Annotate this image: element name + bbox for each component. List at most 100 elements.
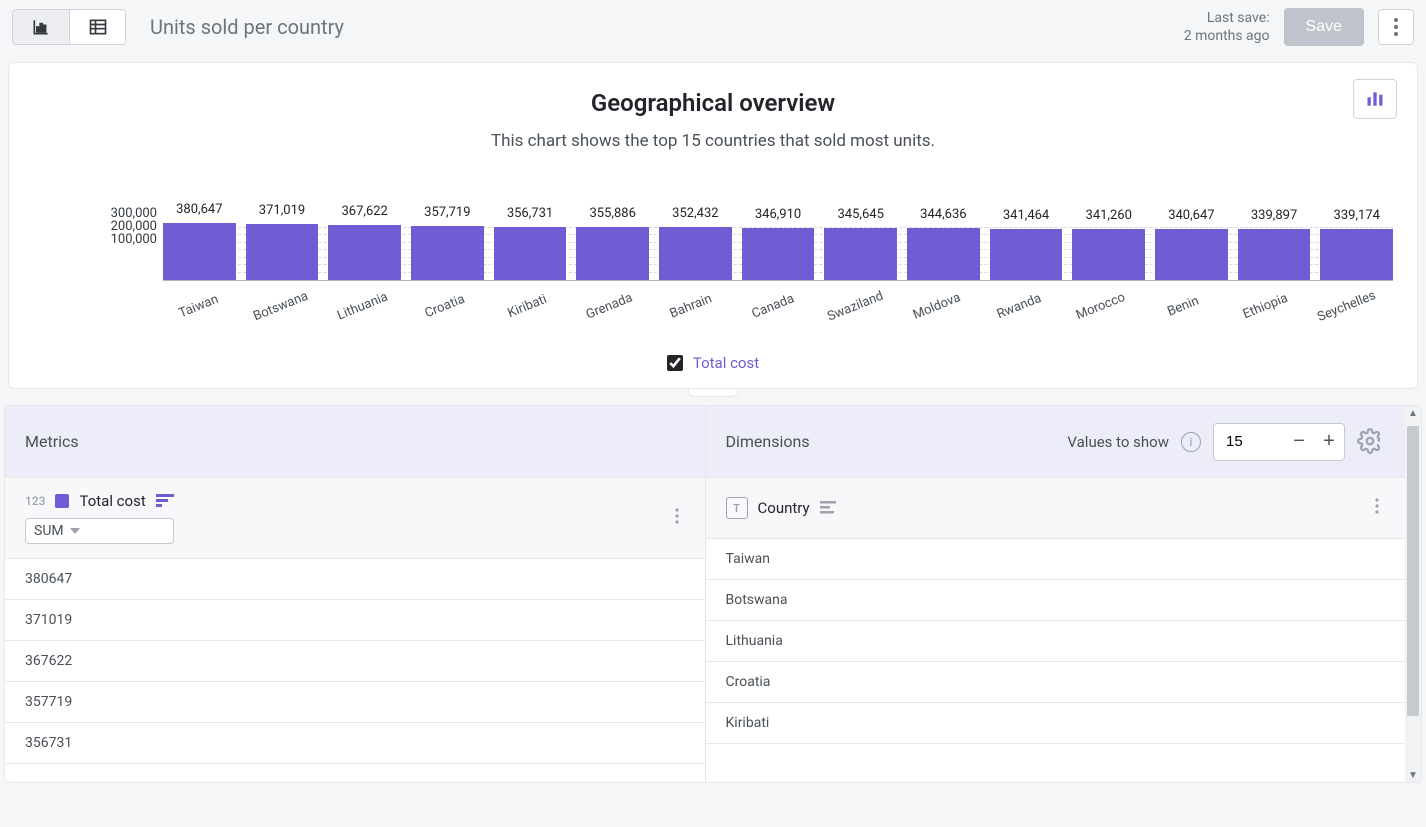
chevron-down-icon bbox=[70, 528, 80, 534]
legend-checkbox[interactable] bbox=[667, 355, 683, 371]
bar-value-label: 345,645 bbox=[838, 207, 884, 222]
last-save-label: Last save: bbox=[1184, 9, 1270, 27]
bar-value-label: 340,647 bbox=[1168, 208, 1214, 223]
bar[interactable]: 346,910 bbox=[742, 207, 815, 280]
config-panel: Metrics 123 Total cost SUM 3806473710193… bbox=[4, 405, 1422, 783]
bar-rect bbox=[824, 228, 897, 280]
bar[interactable]: 344,636 bbox=[907, 207, 980, 280]
metric-more-button[interactable] bbox=[669, 502, 685, 534]
bar-value-label: 356,731 bbox=[507, 206, 553, 221]
more-vertical-icon bbox=[675, 508, 679, 524]
bar-chart-icon bbox=[1364, 89, 1386, 109]
bar[interactable]: 341,464 bbox=[990, 208, 1063, 280]
bar-value-label: 367,622 bbox=[341, 204, 387, 219]
table-row[interactable]: 371019 bbox=[5, 600, 705, 641]
bar[interactable]: 341,260 bbox=[1072, 208, 1145, 280]
panel-resize-handle[interactable] bbox=[688, 389, 738, 397]
bar-rect bbox=[411, 226, 484, 280]
scroll-thumb[interactable] bbox=[1407, 426, 1419, 716]
bar[interactable]: 367,622 bbox=[328, 204, 401, 280]
chart-legend: Total cost bbox=[33, 354, 1393, 372]
bar[interactable]: 356,731 bbox=[494, 206, 567, 281]
x-axis-label: Ethiopia bbox=[1240, 291, 1289, 322]
table-row[interactable]: 357719 bbox=[5, 682, 705, 723]
x-axis-label: Rwanda bbox=[995, 291, 1044, 322]
bar[interactable]: 339,897 bbox=[1238, 208, 1311, 280]
table-row[interactable]: Botswana bbox=[706, 580, 1406, 621]
table-row[interactable]: 380647 bbox=[5, 559, 705, 600]
bar[interactable]: 380,647 bbox=[163, 202, 236, 280]
values-to-show-label: Values to show bbox=[1067, 433, 1169, 451]
metrics-header: Metrics bbox=[5, 406, 705, 478]
bar[interactable]: 357,719 bbox=[411, 205, 484, 280]
sort-desc-icon[interactable] bbox=[156, 494, 174, 508]
last-save-info: Last save: 2 months ago bbox=[1184, 9, 1270, 45]
bar-value-label: 341,464 bbox=[1003, 208, 1049, 223]
x-axis-label: Morocco bbox=[1074, 290, 1127, 323]
table-view-toggle[interactable] bbox=[69, 10, 125, 44]
aggregation-select[interactable]: SUM bbox=[25, 518, 174, 544]
dimensions-header: Dimensions Values to show i − + bbox=[706, 406, 1406, 478]
dimensions-header-title: Dimensions bbox=[726, 432, 810, 451]
table-row[interactable]: 367622 bbox=[5, 641, 705, 682]
info-icon[interactable]: i bbox=[1181, 432, 1201, 452]
bar-rect bbox=[742, 228, 815, 280]
gear-icon bbox=[1357, 428, 1383, 454]
chart-type-button[interactable] bbox=[1353, 79, 1397, 119]
more-vertical-icon bbox=[1394, 18, 1398, 36]
dimension-field-name: Country bbox=[758, 499, 810, 517]
scrollbar[interactable]: ▲ ▼ bbox=[1405, 406, 1421, 782]
x-axis-label: Grenada bbox=[584, 290, 635, 322]
table-row[interactable]: Croatia bbox=[706, 662, 1406, 703]
x-axis-label: Seychelles bbox=[1316, 288, 1379, 325]
stepper-increment[interactable]: + bbox=[1314, 424, 1344, 460]
dimension-data-rows: TaiwanBotswanaLithuaniaCroatiaKiribati bbox=[706, 539, 1406, 782]
top-header: Units sold per country Last save: 2 mont… bbox=[0, 0, 1426, 54]
y-axis: 300,000 200,000 100,000 bbox=[33, 171, 163, 281]
scroll-down-arrow[interactable]: ▼ bbox=[1405, 768, 1421, 782]
chart-view-toggle[interactable] bbox=[13, 10, 69, 44]
bar[interactable]: 345,645 bbox=[824, 207, 897, 280]
bar[interactable]: 340,647 bbox=[1155, 208, 1228, 280]
bar-rect bbox=[1238, 229, 1311, 280]
x-axis-label: Moldova bbox=[911, 290, 963, 323]
bar-value-label: 346,910 bbox=[755, 207, 801, 222]
table-row[interactable]: Lithuania bbox=[706, 621, 1406, 662]
metric-data-rows: 380647371019367622357719356731 bbox=[5, 559, 705, 782]
values-input[interactable] bbox=[1214, 433, 1284, 450]
settings-button[interactable] bbox=[1357, 428, 1385, 456]
bar[interactable]: 352,432 bbox=[659, 206, 732, 280]
bar-value-label: 344,636 bbox=[920, 207, 966, 222]
metric-color-swatch[interactable] bbox=[55, 494, 69, 508]
x-axis-labels: TaiwanBotswanaLithuaniaCroatiaKiribatiGr… bbox=[33, 281, 1393, 314]
scroll-up-arrow[interactable]: ▲ bbox=[1405, 406, 1421, 420]
table-row[interactable]: 356731 bbox=[5, 723, 705, 764]
chart-card: Geographical overview This chart shows t… bbox=[8, 62, 1418, 389]
more-menu-button[interactable] bbox=[1378, 9, 1414, 45]
bar-rect bbox=[1155, 229, 1228, 280]
bar-value-label: 357,719 bbox=[424, 205, 470, 220]
chart-title: Geographical overview bbox=[33, 89, 1393, 117]
table-row[interactable]: Kiribati bbox=[706, 703, 1406, 744]
x-axis-label: Benin bbox=[1165, 293, 1201, 319]
dimensions-column: Dimensions Values to show i − + T Countr… bbox=[705, 406, 1406, 782]
bar-rect bbox=[1072, 229, 1145, 280]
page-title[interactable]: Units sold per country bbox=[150, 15, 344, 39]
values-stepper: − + bbox=[1213, 423, 1345, 461]
legend-label[interactable]: Total cost bbox=[693, 354, 759, 372]
header-actions: Last save: 2 months ago Save bbox=[1184, 8, 1414, 46]
dimension-more-button[interactable] bbox=[1369, 492, 1385, 524]
bar[interactable]: 355,886 bbox=[576, 206, 649, 280]
metrics-header-title: Metrics bbox=[25, 432, 79, 451]
bar-value-label: 339,897 bbox=[1251, 208, 1297, 223]
more-vertical-icon bbox=[1375, 498, 1379, 514]
metric-field-name: Total cost bbox=[79, 492, 145, 510]
stepper-decrement[interactable]: − bbox=[1284, 424, 1314, 460]
align-left-icon[interactable] bbox=[820, 501, 838, 515]
bar[interactable]: 371,019 bbox=[246, 203, 319, 280]
chart-subtitle: This chart shows the top 15 countries th… bbox=[33, 131, 1393, 151]
table-row[interactable]: Taiwan bbox=[706, 539, 1406, 580]
save-button[interactable]: Save bbox=[1284, 8, 1364, 46]
metrics-column: Metrics 123 Total cost SUM 3806473710193… bbox=[5, 406, 705, 782]
bar[interactable]: 339,174 bbox=[1320, 208, 1393, 280]
